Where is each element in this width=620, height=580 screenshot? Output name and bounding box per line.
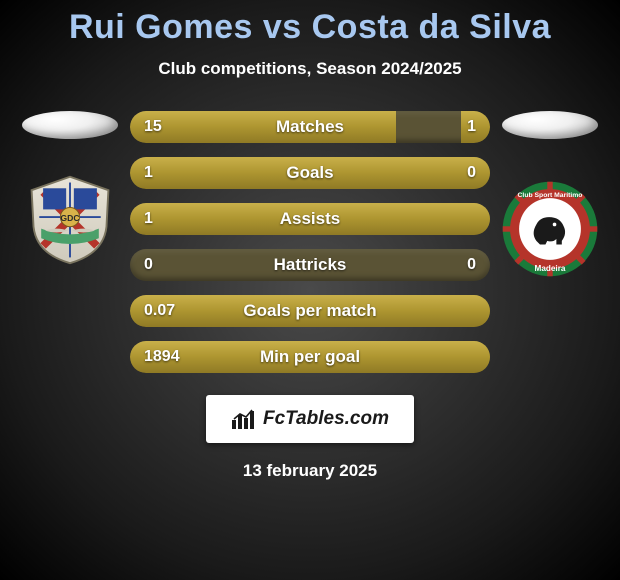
right-club-badge: Madeira Club Sport Marítimo xyxy=(500,179,600,279)
stat-row: Hattricks0 0 xyxy=(130,249,490,281)
stat-label: Assists xyxy=(130,203,490,235)
date-line: 13 february 2025 xyxy=(0,461,620,481)
bars-icon xyxy=(231,408,257,430)
stat-row: Assists1 xyxy=(130,203,490,235)
infographic-root: Rui Gomes vs Costa da Silva Club competi… xyxy=(0,0,620,481)
stat-label: Goals xyxy=(130,157,490,189)
footer-brand-text: FcTables.com xyxy=(263,408,389,430)
stat-value-left: 1894 xyxy=(144,341,180,373)
fctables-logo: FcTables.com xyxy=(231,408,389,430)
stat-row: Min per goal1894 xyxy=(130,341,490,373)
stat-value-left: 0 xyxy=(144,249,153,281)
left-club-badge: GDC xyxy=(20,169,120,269)
svg-text:Madeira: Madeira xyxy=(535,264,566,273)
stat-label: Min per goal xyxy=(130,341,490,373)
svg-text:Club Sport Marítimo: Club Sport Marítimo xyxy=(518,192,583,199)
stat-row: Goals1 0 xyxy=(130,157,490,189)
stat-row: Matches15 1 xyxy=(130,111,490,143)
stat-row: Goals per match0.07 xyxy=(130,295,490,327)
stat-value-right: 0 xyxy=(467,157,476,189)
stat-value-left: 0.07 xyxy=(144,295,175,327)
stat-label: Hattricks xyxy=(130,249,490,281)
maritimo-crest-icon: Madeira Club Sport Marítimo xyxy=(500,177,600,281)
subtitle: Club competitions, Season 2024/2025 xyxy=(0,59,620,79)
chaves-crest-icon: GDC xyxy=(22,171,118,267)
title: Rui Gomes vs Costa da Silva xyxy=(0,8,620,47)
svg-text:GDC: GDC xyxy=(60,213,79,223)
left-player-col: GDC xyxy=(20,111,120,269)
right-player-col: Madeira Club Sport Marítimo xyxy=(500,111,600,279)
stat-value-left: 15 xyxy=(144,111,162,143)
footer-brand-badge: FcTables.com xyxy=(206,395,414,443)
stats-column: Matches151Goals10Assists1Hattricks00Goal… xyxy=(130,111,490,373)
main-area: GDC Matches151Goals10Assists1Hattricks00… xyxy=(0,111,620,373)
stat-value-left: 1 xyxy=(144,203,153,235)
stat-label: Goals per match xyxy=(130,295,490,327)
stat-value-right: 1 xyxy=(467,111,476,143)
player-oval-left xyxy=(22,111,118,139)
stat-value-left: 1 xyxy=(144,157,153,189)
stat-value-right: 0 xyxy=(467,249,476,281)
stat-label: Matches xyxy=(130,111,490,143)
player-oval-right xyxy=(502,111,598,139)
